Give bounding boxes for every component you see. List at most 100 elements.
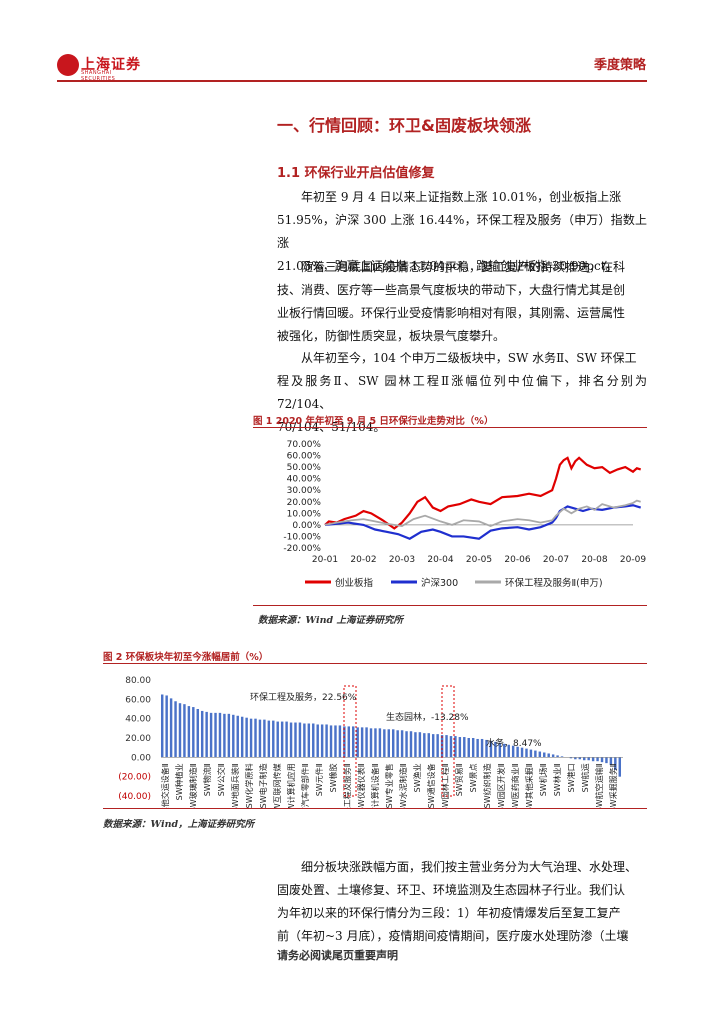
bar xyxy=(547,753,550,758)
bar xyxy=(267,720,271,758)
x-category-label: SW化学原料 xyxy=(244,763,254,808)
bar xyxy=(423,733,426,758)
legend-label: 沪深300 xyxy=(421,577,458,589)
bar xyxy=(249,718,253,758)
x-category-label: SW其他采掘Ⅱ xyxy=(524,763,534,808)
y-tick-label: 20.00 xyxy=(125,734,151,744)
bar xyxy=(516,746,519,758)
x-category-label: SW渔业 xyxy=(412,763,422,792)
x-category-label: SW专业零售 xyxy=(384,763,394,808)
x-category-label: SW种植业 xyxy=(174,763,184,800)
bar xyxy=(320,724,324,758)
bar xyxy=(329,725,333,758)
y-tick-label: (40.00) xyxy=(118,792,151,802)
bar xyxy=(169,698,173,758)
x-category-label: SW园区开发Ⅱ xyxy=(496,763,506,808)
bar xyxy=(192,707,195,758)
bar xyxy=(276,721,279,758)
bar xyxy=(529,749,533,758)
x-tick-label: 20-06 xyxy=(504,555,530,565)
bar xyxy=(294,722,297,758)
bar xyxy=(400,730,404,758)
x-category-label: SW林业Ⅱ xyxy=(552,763,562,796)
y-tick-label: (20.00) xyxy=(118,773,151,783)
x-category-label: SW水泥制造Ⅱ xyxy=(398,763,408,808)
bar xyxy=(431,734,435,758)
bar xyxy=(316,724,319,758)
figure2-source: 数据来源：Wind，上海证券研究所 xyxy=(103,819,255,830)
bar xyxy=(187,706,191,758)
figure1-source: 数据来源：Wind 上海证券研究所 xyxy=(258,615,403,626)
paragraph-line: 细分板块涨跌幅方面，我们按主营业务分为大气治理、水处理、 xyxy=(301,860,638,874)
bar xyxy=(405,731,408,758)
y-tick-label: 50.00% xyxy=(287,463,322,473)
x-category-label: SW通信设备 xyxy=(426,763,436,808)
bar xyxy=(569,757,573,759)
x-category-label: SW公交Ⅱ xyxy=(216,763,226,796)
annotation-label: 环保工程及服务，22.56% xyxy=(250,691,357,703)
x-category-label: SW环保工程及服务Ⅱ xyxy=(342,763,352,808)
bar xyxy=(280,721,284,758)
bar xyxy=(440,735,444,758)
y-tick-label: 40.00% xyxy=(287,475,322,485)
x-category-label: SW计算机应用 xyxy=(286,763,296,808)
x-category-label: SW玻璃制造Ⅱ xyxy=(188,763,198,808)
bar xyxy=(449,736,453,758)
bar xyxy=(263,719,266,758)
x-category-label: SW采掘服务Ⅱ xyxy=(608,763,618,808)
x-category-label: SW计算机设备Ⅱ xyxy=(370,763,380,808)
bar xyxy=(232,714,235,758)
legend-label: 创业板指 xyxy=(335,577,374,589)
bar xyxy=(574,757,577,760)
paragraph-line: 技、消费、医疗等一些高景气度板块的带动下，大盘行情尤其是创 xyxy=(277,283,626,297)
y-tick-label: 20.00% xyxy=(287,498,322,508)
bar xyxy=(165,695,168,758)
bar xyxy=(427,733,430,758)
bar xyxy=(543,752,546,758)
company-logo: 上海证券 SHANGHAI SECURITIES xyxy=(57,52,147,82)
x-tick-label: 20-04 xyxy=(427,555,453,565)
x-category-label: SW物流Ⅱ xyxy=(202,763,212,796)
bar xyxy=(183,704,186,758)
figure1-title: 图 1 2020 年年初至 9 月 5 日环保行业走势对比（%） xyxy=(253,416,494,427)
x-tick-label: 20-09 xyxy=(620,555,646,565)
bar xyxy=(258,719,262,758)
y-tick-label: 60.00% xyxy=(287,452,322,462)
bar xyxy=(596,757,599,762)
bar xyxy=(272,720,275,758)
header-divider xyxy=(57,80,647,82)
figure1-top-rule xyxy=(253,427,647,428)
paragraph-line: 业板行情回暖。环保行业受疫情影响相对有限，其刚需、运营属性 xyxy=(277,306,626,320)
bar xyxy=(374,728,377,758)
paragraph-line: 年初至 9 月 4 日以来上证指数上涨 10.01%，创业板指上涨 xyxy=(301,190,622,204)
bar xyxy=(503,743,506,758)
bar xyxy=(223,713,226,758)
bar xyxy=(605,757,608,764)
line-chart: 70.00% 60.00%50.00% 40.00%30.00% 20.00%10.0… xyxy=(283,440,646,589)
figure2-top-rule xyxy=(103,663,647,664)
bar xyxy=(445,735,448,758)
bar xyxy=(454,736,457,758)
bar xyxy=(356,727,359,758)
x-tick-label: 20-03 xyxy=(389,555,415,565)
bar xyxy=(534,750,537,758)
bar xyxy=(556,755,559,758)
subsection-title: 1.1 环保行业开启估值修复 xyxy=(277,166,435,181)
bar xyxy=(352,726,355,758)
x-category-label: SW元件Ⅱ xyxy=(314,763,324,796)
figure2-title: 图 2 环保板块年初至今涨幅居前（%） xyxy=(103,652,269,663)
x-category-label: SW医药商业Ⅱ xyxy=(510,763,520,808)
bar xyxy=(347,726,351,758)
bar xyxy=(392,729,395,758)
bar xyxy=(383,729,386,758)
x-category-label: SW电子制造 xyxy=(258,763,268,808)
bar xyxy=(209,712,213,758)
bar xyxy=(467,738,470,758)
bar xyxy=(458,737,462,758)
highlight-box xyxy=(343,685,357,797)
figure1-bottom-rule xyxy=(253,605,647,606)
x-category-label: SW互联网传媒 xyxy=(272,763,282,808)
bar xyxy=(618,757,622,777)
bar xyxy=(227,713,231,758)
bar xyxy=(476,738,479,758)
